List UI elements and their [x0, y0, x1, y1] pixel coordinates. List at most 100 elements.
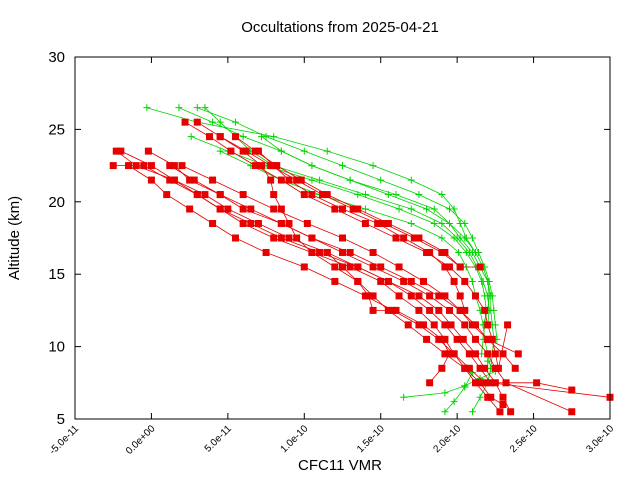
data-point	[504, 321, 512, 329]
data-point	[163, 191, 171, 199]
red-profile-6	[178, 162, 522, 358]
x-tick-label: 3.0e-10	[584, 423, 616, 455]
data-point	[446, 220, 453, 228]
data-point	[190, 176, 198, 184]
data-point	[450, 277, 458, 285]
data-point	[476, 393, 484, 401]
data-point	[166, 162, 174, 170]
data-point	[285, 176, 293, 184]
y-tick-label: 30	[48, 49, 65, 66]
data-point	[476, 379, 484, 387]
data-point	[257, 133, 265, 141]
data-point	[300, 263, 308, 271]
data-point	[420, 277, 428, 285]
data-point	[181, 118, 189, 126]
data-point	[193, 118, 201, 126]
data-point	[435, 292, 443, 300]
data-point	[331, 277, 339, 285]
data-point	[187, 133, 195, 141]
data-point	[430, 220, 438, 228]
data-point	[435, 306, 443, 314]
data-point	[461, 220, 469, 228]
data-point	[109, 162, 117, 170]
data-point	[468, 234, 476, 242]
data-point	[568, 408, 576, 416]
data-point	[499, 401, 507, 409]
profile-line	[191, 136, 487, 354]
data-point	[456, 263, 464, 271]
y-axis-label: Altitude (km)	[6, 196, 23, 280]
data-point	[484, 357, 492, 365]
data-point	[239, 220, 247, 228]
data-point	[369, 248, 377, 256]
data-point	[499, 393, 507, 401]
y-tick-label: 5	[57, 411, 65, 428]
data-point	[140, 162, 148, 170]
data-point	[426, 292, 434, 300]
green-profile-5	[257, 133, 479, 256]
profile-line	[219, 136, 504, 405]
data-point	[426, 248, 434, 256]
data-point	[239, 191, 247, 199]
profile-line	[326, 252, 450, 384]
data-point	[232, 234, 239, 242]
data-point	[216, 147, 224, 155]
data-point	[461, 234, 469, 242]
data-point	[209, 118, 217, 126]
data-point	[491, 321, 499, 329]
data-point	[423, 205, 431, 213]
data-point	[346, 263, 354, 271]
data-point	[209, 220, 217, 228]
data-point	[384, 277, 392, 285]
data-point	[446, 263, 453, 271]
data-point	[502, 379, 510, 387]
data-point	[471, 248, 479, 256]
data-point	[430, 321, 438, 329]
x-axis-label: CFC11 VMR	[298, 457, 382, 474]
data-point	[478, 277, 486, 285]
red-profile-1	[109, 162, 614, 401]
data-point	[415, 191, 423, 199]
data-point	[270, 205, 278, 213]
y-tick-label: 25	[48, 121, 65, 138]
data-point	[364, 292, 372, 300]
y-tick-label: 10	[48, 339, 65, 356]
data-point	[400, 234, 408, 242]
data-point	[392, 306, 400, 314]
data-point	[369, 263, 377, 271]
data-point	[438, 191, 446, 199]
data-point	[346, 176, 354, 184]
data-point	[461, 277, 469, 285]
data-point	[461, 321, 469, 329]
data-point	[407, 292, 415, 300]
data-point	[285, 234, 293, 242]
data-point	[471, 379, 479, 387]
data-point	[446, 205, 453, 213]
data-point	[455, 248, 463, 256]
data-point	[277, 234, 285, 242]
data-point	[471, 350, 479, 358]
data-point	[193, 104, 201, 112]
series-layer	[109, 104, 614, 416]
data-point	[293, 176, 301, 184]
data-point	[423, 335, 431, 343]
data-point	[511, 364, 519, 372]
data-point	[239, 147, 247, 155]
data-point	[339, 205, 346, 213]
data-point	[395, 292, 403, 300]
plot-frame	[74, 56, 611, 420]
data-point	[308, 162, 316, 170]
data-point	[354, 191, 362, 199]
data-point	[465, 350, 473, 358]
data-point	[247, 220, 255, 228]
data-point	[186, 205, 194, 213]
data-point	[533, 379, 541, 387]
data-point	[514, 350, 522, 358]
data-point	[476, 263, 484, 271]
data-point	[415, 306, 423, 314]
data-point	[224, 205, 232, 213]
data-point	[488, 335, 496, 343]
data-point	[170, 176, 178, 184]
x-tick-label: 5.0e-11	[203, 423, 235, 455]
data-point	[380, 220, 388, 228]
